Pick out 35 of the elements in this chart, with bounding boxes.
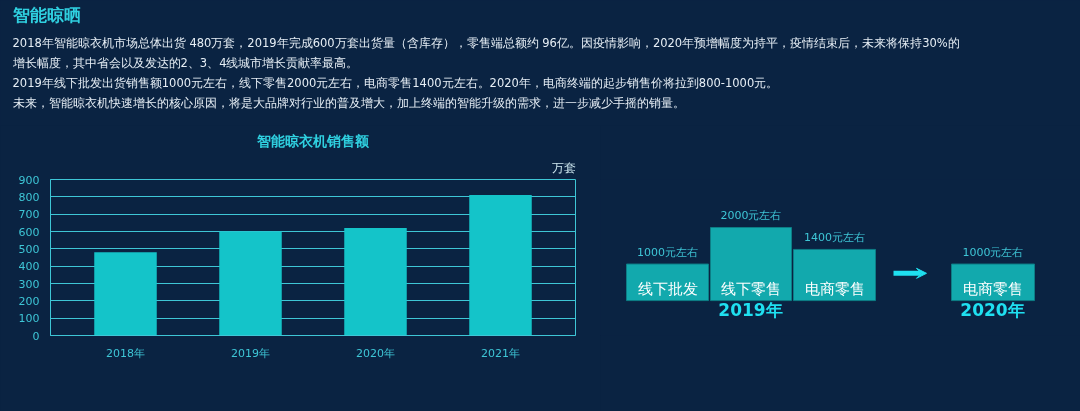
text: 2018年智能晾衣机市场总体出货 480万套，2019年完成600万套出货量（含库存），零售端总额约 96亿。因疫情影响，2020年预增幅度为持平，疫情结束后，未来将保持30%的 (12, 35, 960, 50)
x-tick-label: 2020年 (356, 346, 395, 360)
text: 增长幅度，其中省会以及发达的2、3、4线城市增长贡献率最高。 (11, 55, 359, 70)
x-tick-label: 电商零售 (804, 279, 865, 298)
data-label: 1000元左右 (962, 245, 1024, 259)
bar (344, 228, 407, 336)
annotation: 2020年 (960, 300, 1025, 321)
y-tick-label: 400 (18, 260, 40, 274)
text: 智能晾晒 (11, 4, 81, 25)
bar (219, 231, 282, 336)
y-tick-label: 100 (18, 312, 40, 326)
y-tick-label: 500 (18, 242, 40, 256)
x-tick-label: 电商零售 (963, 279, 1023, 298)
x-tick-label: 线下零售 (721, 279, 781, 298)
x-tick-label: 2019年 (231, 346, 270, 360)
y-tick-label: 900 (18, 173, 40, 187)
x-tick-label: 2018年 (106, 346, 145, 360)
y-tick-label: 200 (18, 294, 40, 308)
text: 未来，智能晾衣机快速增长的核心原因，将是大品牌对行业的普及增大，加上终端的智能升级的需求，进一步减少手摇的销量。 (12, 95, 685, 110)
y-tick-label: 600 (18, 225, 40, 239)
x-tick-label: 线下批发 (637, 279, 698, 298)
text: 2019年线下批发出货销售额1000元左右，线下零售2000元左右，电商零售1400元左右。2020年，电商终端的起步销售价将拉到800-1000元。 (12, 75, 779, 90)
data-label: 1000元左右 (637, 245, 698, 259)
x-tick-label: 2021年 (481, 346, 520, 360)
bar (469, 195, 532, 336)
bar (94, 252, 157, 336)
y-tick-label: 0 (32, 329, 40, 343)
data-label: 2000元左右 (720, 209, 782, 223)
annotation: 2019年 (718, 300, 783, 321)
y-tick-label: 300 (18, 277, 40, 291)
y-axis-title: 万套 (551, 160, 576, 175)
y-tick-label: 800 (18, 190, 40, 204)
data-label: 1400元左右 (804, 230, 865, 244)
chart-title: 智能晾衣机销售额 (256, 132, 370, 149)
y-tick-label: 700 (18, 208, 40, 222)
